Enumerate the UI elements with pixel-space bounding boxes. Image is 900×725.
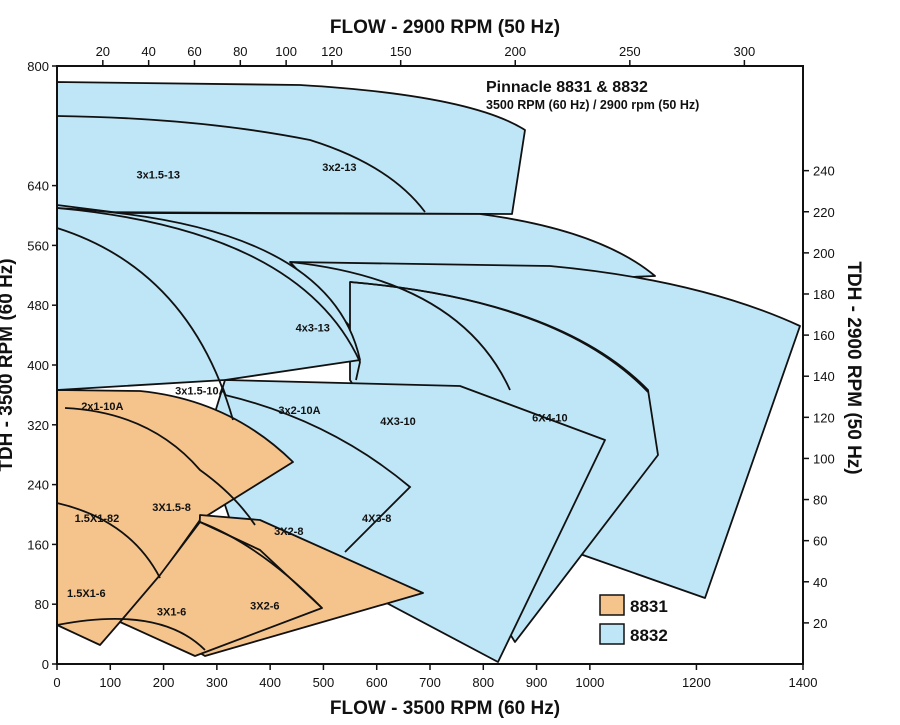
y-axis-left-ticks: 0 80 160 240 320 400 480 560 640 800 [27, 59, 57, 672]
chart-subtitle: 3500 RPM (60 Hz) / 2900 rpm (50 Hz) [486, 98, 699, 112]
boundary-4x3-10-edge [349, 281, 649, 393]
region-label-1.5x1-6: 1.5X1-6 [67, 588, 106, 600]
y-left-tick-label: 400 [27, 358, 49, 373]
y-left-tick-label: 320 [27, 418, 49, 433]
y-left-tick-label: 640 [27, 179, 49, 194]
y-left-tick-label: 800 [27, 59, 49, 74]
region-3x2-10A-back [56, 207, 361, 391]
chart-title: Pinnacle 8831 & 8832 [486, 79, 648, 96]
region-label-6x4-10: 6X4-10 [532, 412, 567, 424]
region-label-1.5x1-82: 1.5X1-82 [75, 513, 120, 525]
region-label-3x2-10a: 3x2-10A [278, 405, 320, 417]
y-right-tick-label: 240 [813, 164, 835, 179]
x-top-tick-label: 40 [141, 44, 155, 59]
boundary-3x2-10A [289, 261, 511, 391]
region-label-3x2-13: 3x2-13 [322, 162, 356, 174]
y-right-tick-label: 200 [813, 246, 835, 261]
pump-regions-8832 [56, 81, 801, 663]
x-top-tick-label: 80 [233, 44, 247, 59]
x-top-tick-label: 200 [504, 44, 526, 59]
x-axis-top-title: FLOW - 2900 RPM (50 Hz) [330, 17, 560, 38]
y-right-tick-label: 140 [813, 369, 835, 384]
region-label-2x1-10a: 2x1-10A [81, 401, 123, 413]
boundary-low-arc [56, 617, 206, 651]
region-label-3x2-8: 3X2-8 [274, 526, 303, 538]
x-bottom-tick-label: 900 [526, 675, 548, 690]
y-left-tick-label: 480 [27, 298, 49, 313]
x-top-tick-label: 120 [321, 44, 343, 59]
y-right-tick-label: 20 [813, 616, 827, 631]
x-axis-top-ticks: 20 40 60 80 100 120 150 200 250 300 [96, 44, 756, 66]
boundary-3x1-6 [199, 521, 323, 609]
x-bottom-tick-label: 600 [366, 675, 388, 690]
region-label-3x2-6: 3X2-6 [250, 601, 279, 613]
x-bottom-tick-label: 1000 [575, 675, 604, 690]
region-label-4x3-8: 4X3-8 [362, 513, 391, 525]
x-bottom-tick-label: 200 [153, 675, 175, 690]
legend: 8831 8832 [599, 594, 668, 645]
boundary-3x2-8 [224, 394, 412, 553]
y-right-tick-label: 180 [813, 287, 835, 302]
y-right-tick-label: 220 [813, 205, 835, 220]
x-bottom-tick-label: 1200 [682, 675, 711, 690]
y-left-tick-label: 160 [27, 537, 49, 552]
x-top-tick-label: 250 [619, 44, 641, 59]
x-bottom-tick-label: 300 [206, 675, 228, 690]
region-label-4x3-13: 4x3-13 [296, 323, 330, 335]
y-right-tick-label: 120 [813, 410, 835, 425]
legend-label-8832: 8832 [630, 626, 668, 645]
x-top-tick-label: 100 [275, 44, 297, 59]
x-bottom-tick-label: 0 [53, 675, 60, 690]
legend-swatch-8831 [599, 594, 625, 616]
region-label-3x1.5-10a: 3x1.5-10A [175, 385, 226, 397]
x-top-tick-label: 300 [734, 44, 756, 59]
region-labels: 3x1.5-13 3x2-13 4x3-13 2x1-10A 3x1.5-10A 3x2-… [67, 162, 568, 619]
region-boundaries [56, 115, 649, 651]
y-axis-right-ticks: 20 40 60 80 100 120 140 160 180 200 220 240 [803, 164, 835, 631]
y-left-tick-label: 80 [35, 597, 49, 612]
y-left-tick-label: 0 [42, 657, 49, 672]
x-axis-bottom-title: FLOW - 3500 RPM (60 Hz) [330, 698, 560, 719]
x-bottom-tick-label: 100 [99, 675, 121, 690]
region-3x2-13 [56, 81, 526, 215]
boundary-1.5x1-6 [56, 502, 161, 579]
region-label-3x1.5-13: 3x1.5-13 [137, 169, 180, 181]
region-label-3x1.5-8: 3X1.5-8 [152, 502, 191, 514]
region-label-3x1-6: 3X1-6 [157, 607, 186, 619]
y-right-tick-label: 160 [813, 328, 835, 343]
boundary-3x1.5-8 [64, 407, 256, 526]
x-top-tick-label: 150 [390, 44, 412, 59]
boundary-3x1.5-13 [56, 115, 426, 213]
y-axis-right-title: TDH - 2900 RPM (50 Hz) [843, 261, 864, 474]
x-top-tick-label: 20 [96, 44, 110, 59]
y-right-tick-label: 40 [813, 575, 827, 590]
x-top-tick-label: 60 [187, 44, 201, 59]
y-left-tick-label: 560 [27, 238, 49, 253]
legend-label-8831: 8831 [630, 597, 668, 616]
y-left-tick-label: 240 [27, 478, 49, 493]
boundary-3x1.5-10A [56, 207, 361, 381]
x-bottom-tick-label: 500 [313, 675, 335, 690]
x-bottom-tick-label: 800 [472, 675, 494, 690]
x-bottom-tick-label: 700 [419, 675, 441, 690]
legend-swatch-8832 [599, 623, 625, 645]
x-bottom-tick-label: 400 [259, 675, 281, 690]
boundary-2x1-10A [56, 227, 234, 421]
y-right-tick-label: 60 [813, 534, 827, 549]
x-bottom-tick-label: 1400 [789, 675, 818, 690]
region-label-4x3-10: 4X3-10 [380, 416, 415, 428]
y-right-tick-label: 80 [813, 493, 827, 508]
x-axis-bottom-ticks: 0 100 200 300 400 500 600 700 800 900 1000 1200 1400 [53, 664, 817, 690]
y-right-tick-label: 100 [813, 451, 835, 466]
y-axis-left-title: TDH - 3500 RPM (60 Hz) [0, 258, 17, 471]
